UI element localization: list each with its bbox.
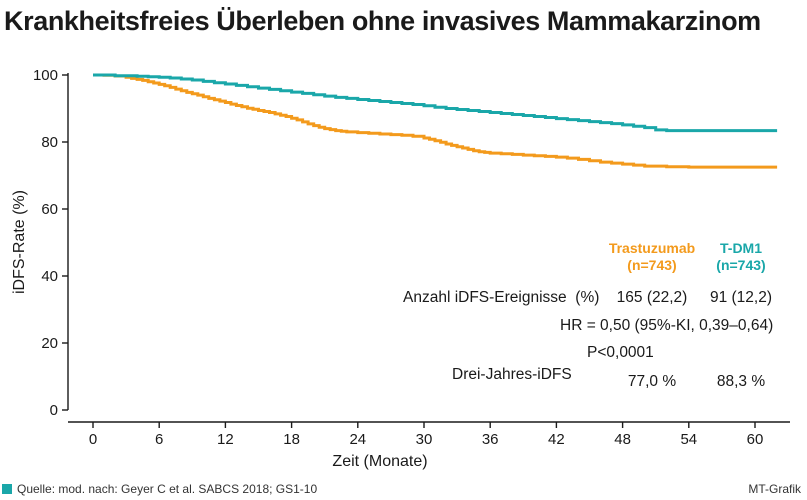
three-year-label: Drei-Jahres-iDFS: [452, 366, 572, 383]
x-tick-label: 48: [614, 431, 631, 448]
tdm1-curve: [93, 73, 778, 133]
x-tick-label: 0: [89, 431, 97, 448]
x-tick-label: 60: [747, 431, 764, 448]
p-value: P<0,0001: [587, 344, 654, 361]
y-tick-label: 20: [41, 335, 58, 352]
x-tick-label: 54: [680, 431, 697, 448]
x-tick-label: 12: [217, 431, 234, 448]
x-tick-label: 30: [416, 431, 433, 448]
legend: Trastuzumab (n=743) T-DM1 (n=743): [609, 240, 766, 273]
x-tick-label: 18: [283, 431, 300, 448]
kaplan-meier-chart: 0 20 40 60 80 100 0 6 12 18 24 30 36 42 48 54 60 iDFS-Ra…: [11, 67, 790, 470]
footer: Quelle: mod. nach: Geyer C et al. SABCS …: [0, 482, 807, 500]
legend-tdm1-n: (n=743): [716, 257, 765, 273]
y-tick-label: 100: [33, 67, 58, 84]
y-tick-label: 0: [50, 402, 58, 419]
y-tick-label: 40: [41, 268, 58, 285]
y-tick-label: 80: [41, 134, 58, 151]
hazard-ratio: HR = 0,50 (95%-KI, 0,39–0,64): [560, 317, 773, 334]
events-label: Anzahl iDFS-Ereignisse (%): [403, 289, 599, 306]
curves: [93, 73, 778, 169]
x-tick-label: 24: [349, 431, 366, 448]
x-axis-title: Zeit (Monate): [332, 453, 427, 470]
x-tick-label: 42: [548, 431, 565, 448]
legend-trastuzumab-label: Trastuzumab: [609, 240, 695, 256]
y-tick-label: 60: [41, 201, 58, 218]
events-trastuzumab: 165 (22,2): [617, 289, 688, 306]
source-text: Quelle: mod. nach: Geyer C et al. SABCS …: [17, 482, 318, 496]
three-year-trastuzumab: 77,0 %: [628, 373, 676, 390]
three-year-tdm1: 88,3 %: [717, 373, 765, 390]
x-tick-label: 6: [155, 431, 163, 448]
source-marker-icon: [2, 484, 12, 494]
x-tick-label: 36: [482, 431, 499, 448]
chart-title: Krankheitsfreies Überleben ohne invasive…: [4, 6, 761, 36]
axes: 0 20 40 60 80 100 0 6 12 18 24 30 36 42 48 54 60: [33, 67, 790, 448]
stats-annotation: Anzahl iDFS-Ereignisse (%) 165 (22,2) 91…: [403, 289, 773, 390]
trastuzumab-curve: [93, 73, 778, 169]
legend-trastuzumab-n: (n=743): [627, 257, 676, 273]
y-axis-title: iDFS-Rate (%): [11, 190, 28, 294]
credit-text: MT-Grafik: [748, 482, 801, 496]
legend-tdm1-label: T-DM1: [720, 240, 762, 256]
events-tdm1: 91 (12,2): [710, 289, 772, 306]
